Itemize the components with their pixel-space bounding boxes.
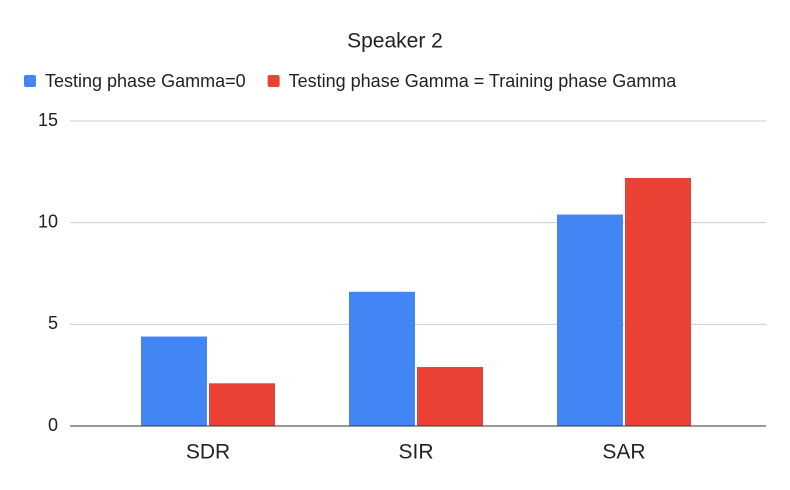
legend-swatch <box>267 75 280 87</box>
bar <box>625 177 691 426</box>
y-tick-label: 15 <box>38 110 58 130</box>
bar <box>557 214 623 426</box>
y-tick-label: 10 <box>38 211 58 231</box>
x-tick-label: SDR <box>186 441 230 464</box>
y-tick-label: 0 <box>48 415 58 435</box>
bar <box>349 291 415 426</box>
bar <box>417 367 483 426</box>
x-tick-label: SIR <box>398 441 433 464</box>
bar <box>141 336 207 426</box>
legend-swatch <box>24 75 36 87</box>
bar <box>209 383 275 426</box>
chart-title: Speaker 2 <box>347 30 443 53</box>
x-tick-label: SAR <box>602 441 645 464</box>
y-tick-label: 5 <box>48 313 58 333</box>
legend-label: Testing phase Gamma=0 <box>45 71 246 91</box>
legend-label: Testing phase Gamma = Training phase Gam… <box>289 71 678 91</box>
